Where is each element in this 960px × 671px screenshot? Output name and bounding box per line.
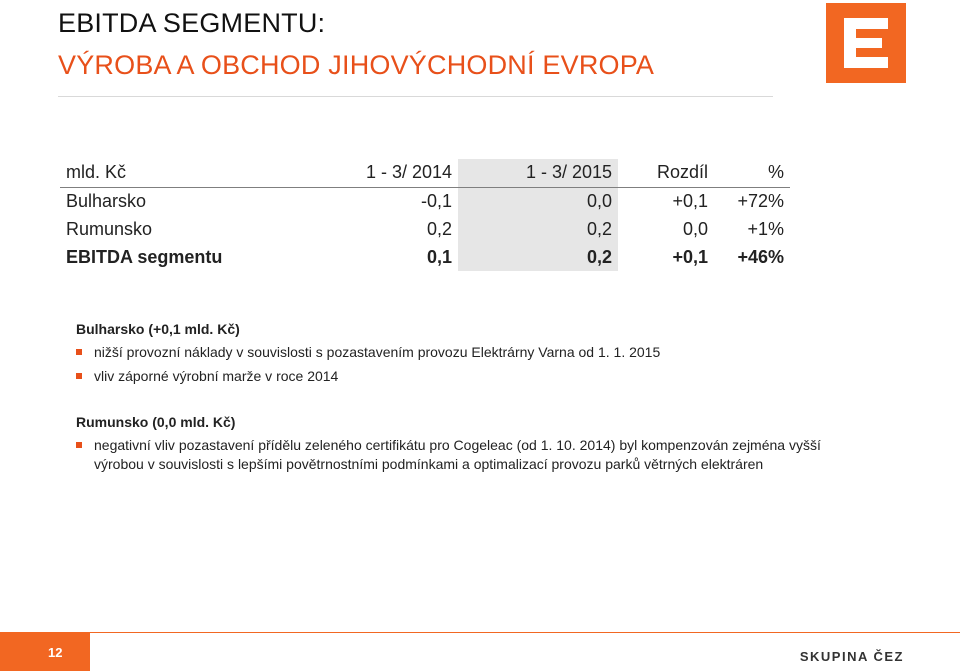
bullet-text: negativní vliv pozastavení přídělu zelen… [94, 437, 821, 472]
row-label: Rumunsko [66, 218, 153, 239]
cez-logo-icon [826, 3, 906, 83]
header-unit: mld. Kč [60, 159, 298, 188]
bullet-item: nižší provozní náklady v souvislosti s p… [76, 343, 836, 362]
brand-name: SKUPINA ČEZ [799, 649, 904, 664]
bullet-square-icon [76, 442, 82, 448]
bullet-text: vliv záporné výrobní marže v roce 2014 [94, 368, 339, 384]
bullet-square-icon [76, 373, 82, 379]
header-difference: Rozdíl [618, 159, 714, 188]
cell-percent: +46% [737, 246, 784, 267]
section-heading-bulharsko: Bulharsko (+0,1 mld. Kč) [76, 321, 240, 337]
cell-2014: 0,1 [426, 246, 452, 267]
bullet-item: negativní vliv pozastavení přídělu zelen… [76, 436, 836, 474]
bullet-square-icon [76, 349, 82, 355]
cell-difference: 0,0 [682, 218, 708, 239]
cell-2015: 0,2 [458, 243, 618, 271]
slide-subtitle: VÝROBA A OBCHOD JIHOVÝCHODNÍ EVROPA [58, 50, 655, 80]
header-2015: 1 - 3/ 2015 [458, 159, 618, 188]
ebitda-table: mld. Kč 1 - 3/ 2014 1 - 3/ 2015 Rozdíl %… [60, 159, 790, 271]
row-label: EBITDA segmentu [66, 246, 223, 267]
cell-2014: 0,2 [426, 218, 452, 239]
cell-difference: +0,1 [672, 246, 708, 267]
section-heading-rumunsko: Rumunsko (0,0 mld. Kč) [76, 414, 236, 430]
table-header-row: mld. Kč 1 - 3/ 2014 1 - 3/ 2015 Rozdíl % [60, 159, 790, 188]
footer-divider [0, 632, 960, 633]
bullet-text: nižší provozní náklady v souvislosti s p… [94, 344, 661, 360]
table-row: Rumunsko 0,2 0,2 0,0 +1% [60, 215, 790, 243]
slide-title: EBITDA SEGMENTU: [58, 8, 326, 38]
table-total-row: EBITDA segmentu 0,1 0,2 +0,1 +46% [60, 243, 790, 271]
footer-page-box [0, 633, 90, 671]
cell-2015: 0,0 [458, 187, 618, 215]
cell-percent: +1% [747, 218, 784, 239]
cell-2014: -0,1 [420, 190, 452, 211]
bullet-item: vliv záporné výrobní marže v roce 2014 [76, 367, 836, 386]
table-row: Bulharsko -0,1 0,0 +0,1 +72% [60, 187, 790, 215]
row-label: Bulharsko [66, 190, 147, 211]
cell-2015: 0,2 [458, 215, 618, 243]
cell-difference: +0,1 [672, 190, 708, 211]
page-number: 12 [48, 645, 63, 660]
title-divider [58, 96, 773, 97]
header-2014: 1 - 3/ 2014 [298, 159, 458, 188]
header-percent: % [714, 159, 790, 188]
cell-percent: +72% [737, 190, 784, 211]
